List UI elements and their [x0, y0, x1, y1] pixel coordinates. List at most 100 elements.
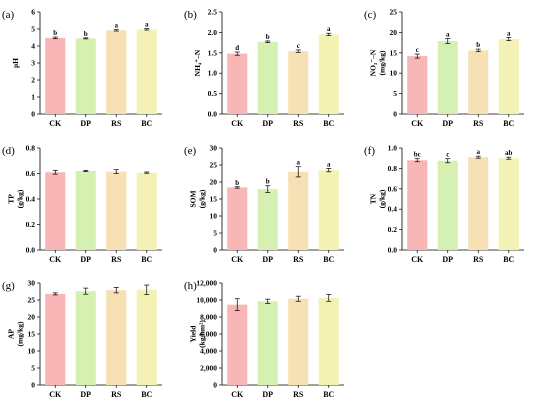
panel-label: (g) — [2, 280, 15, 292]
bar-ck — [45, 37, 66, 115]
x-tick-label: RS — [111, 119, 122, 128]
bar-dp — [257, 41, 278, 115]
x-tick-label: BC — [503, 119, 514, 128]
significance-letter: c — [416, 46, 419, 54]
panel-label: (d) — [2, 145, 15, 157]
bar-dp — [75, 170, 96, 250]
y-tick-label: 4 — [31, 42, 35, 51]
significance-letter: bc — [414, 151, 421, 159]
y-tick-label: 5 — [213, 229, 217, 238]
x-tick-label: RS — [111, 255, 122, 264]
bar-rs — [288, 298, 309, 385]
x-tick-label: DP — [80, 255, 91, 264]
panel-b: (b) NH₄⁺–N 0.0 0.5 1.0 1.5 2.0 2.5 d CK b DP c RS a BC — [184, 8, 344, 128]
bar-bc — [136, 172, 157, 250]
y-tick-label: 0.4 — [26, 195, 36, 204]
y-tick-label: 0.0 — [208, 110, 218, 119]
y-tick-label: 25 — [390, 8, 398, 17]
panel-e: (e) SOM (g/kg) 0 5 10 15 20 25 30 b CK b DP a RS a BC — [184, 144, 344, 264]
y-tick-label: 1 — [31, 93, 35, 102]
y-tick-label: 5 — [393, 89, 397, 98]
x-tick-label: BC — [503, 255, 514, 264]
y-tick-label: 20 — [390, 28, 398, 37]
x-tick-label: BC — [141, 119, 152, 128]
x-tick-label: BC — [323, 255, 334, 264]
bar-rs — [106, 171, 127, 250]
y-tick-label: 10 — [390, 69, 398, 78]
y-axis-label: NH₄⁺–N — [193, 49, 202, 76]
y-tick-label: 15 — [28, 330, 36, 339]
y-tick-label: 10 — [210, 212, 218, 221]
y-tick-label: 20 — [28, 313, 36, 322]
x-tick-label: DP — [442, 119, 453, 128]
significance-letter: a — [477, 148, 481, 156]
panel-label: (h) — [184, 280, 197, 292]
y-tick-label: 15 — [390, 48, 398, 57]
bar-dp — [75, 291, 96, 385]
panel-a: (a) pH 0 1 2 3 4 5 6 b CK b DP a RS a BC — [2, 8, 162, 128]
significance-letter: b — [266, 33, 270, 41]
significance-letter: b — [53, 29, 57, 37]
significance-letter: a — [446, 31, 450, 39]
x-tick-label: CK — [49, 119, 62, 128]
significance-letter: b — [84, 30, 88, 38]
bar-bc — [318, 170, 339, 250]
significance-letter: a — [297, 159, 301, 167]
y-tick-label: 0.2 — [26, 220, 36, 229]
y-tick-label: 0.6 — [388, 184, 398, 193]
bar-bc — [498, 38, 519, 114]
bar-dp — [437, 40, 458, 114]
y-tick-label: 0 — [213, 246, 217, 255]
significance-letter: b — [266, 178, 270, 186]
bar-rs — [106, 30, 127, 114]
bar-ck — [45, 172, 66, 250]
y-tick-label: 0.8 — [26, 144, 36, 153]
panel-f: (f) TN (g/kg) 0.0 0.2 0.4 0.6 0.8 1.0 bc CK c DP a RS a… — [364, 144, 524, 264]
x-tick-label: DP — [442, 255, 453, 264]
panel-label: (a) — [2, 9, 15, 21]
x-tick-label: RS — [293, 390, 304, 399]
y-axis-label: AP — [7, 329, 16, 339]
bar-ck — [45, 293, 66, 385]
y-axis-label: (g/kg) — [16, 189, 25, 208]
bar-ck — [407, 160, 428, 250]
x-tick-label: BC — [323, 390, 334, 399]
x-tick-label: CK — [231, 119, 244, 128]
y-axis-label: SOM — [189, 190, 198, 207]
x-tick-label: DP — [262, 255, 273, 264]
y-tick-label: 20 — [210, 178, 218, 187]
x-tick-label: DP — [80, 390, 91, 399]
y-tick-label: 0 — [31, 381, 35, 390]
y-tick-label: 10,000 — [196, 296, 217, 305]
significance-letter: a — [145, 21, 149, 29]
x-tick-label: DP — [262, 119, 273, 128]
y-tick-label: 6,000 — [200, 330, 217, 339]
bar-bc — [136, 289, 157, 385]
bar-dp — [437, 160, 458, 250]
y-tick-label: 10 — [28, 347, 36, 356]
x-tick-label: CK — [411, 255, 424, 264]
significance-letter: a — [507, 29, 511, 37]
x-tick-label: RS — [473, 255, 484, 264]
panel-d: (d) TP (g/kg) 0.0 0.2 0.4 0.6 0.8 CK DP RS BC — [2, 144, 162, 264]
y-tick-label: 1.0 — [388, 144, 398, 153]
y-tick-label: 4,000 — [200, 347, 217, 356]
bar-bc — [136, 29, 157, 115]
y-tick-label: 0 — [213, 381, 217, 390]
bar-ck — [227, 304, 248, 385]
x-tick-label: BC — [141, 255, 152, 264]
y-tick-label: 0 — [31, 110, 35, 119]
y-tick-label: 2.5 — [208, 8, 218, 17]
bar-rs — [288, 51, 309, 114]
significance-letter: a — [327, 25, 331, 33]
x-tick-label: BC — [141, 390, 152, 399]
y-axis-label: (g/kg) — [198, 189, 207, 208]
x-tick-label: RS — [473, 119, 484, 128]
x-tick-label: RS — [111, 390, 122, 399]
y-tick-label: 2 — [31, 76, 35, 85]
significance-letter: b — [235, 179, 239, 187]
y-tick-label: 0.5 — [208, 89, 218, 98]
y-tick-label: 1.5 — [208, 48, 218, 57]
significance-letter: a — [327, 160, 331, 168]
